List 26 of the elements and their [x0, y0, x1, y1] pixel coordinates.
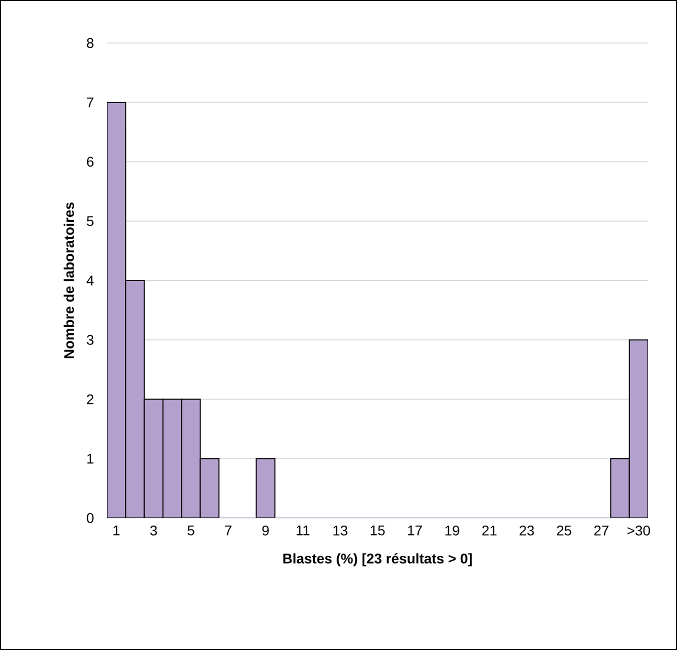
x-tick-label: 9 — [262, 526, 269, 536]
x-tick-label: 27 — [594, 526, 608, 536]
x-tick-label: 25 — [556, 526, 572, 536]
x-tick-label: 23 — [520, 526, 534, 536]
x-tick-label: 15 — [370, 526, 385, 536]
y-tick-label: 7 — [86, 98, 94, 108]
y-tick-label: 0 — [86, 513, 94, 523]
y-axis-title: Nombre de laboratoires — [64, 202, 74, 358]
x-tick-label: 7 — [225, 526, 232, 536]
x-tick-label: 5 — [188, 526, 194, 536]
x-tick-label: 19 — [445, 526, 460, 536]
x-tick-label: 13 — [333, 526, 348, 536]
y-tick-label: 2 — [86, 394, 94, 404]
y-tick-label: 8 — [86, 38, 94, 48]
x-tick-label: >30 — [627, 526, 650, 536]
x-tick-label: 1 — [114, 526, 120, 536]
x-tick-label: 11 — [296, 526, 310, 536]
x-tick-label: 21 — [482, 526, 497, 536]
y-tick-label: 6 — [86, 156, 94, 167]
x-axis-title: Blastes (%) [23 résultats > 0] — [283, 553, 472, 566]
x-tick-label: 3 — [150, 526, 157, 536]
y-tick-label: 1 — [87, 454, 94, 464]
y-tick-label: 5 — [86, 216, 94, 226]
y-tick-label: 4 — [86, 276, 94, 286]
x-tick-label: 17 — [408, 526, 422, 536]
y-tick-label: 3 — [86, 334, 94, 345]
